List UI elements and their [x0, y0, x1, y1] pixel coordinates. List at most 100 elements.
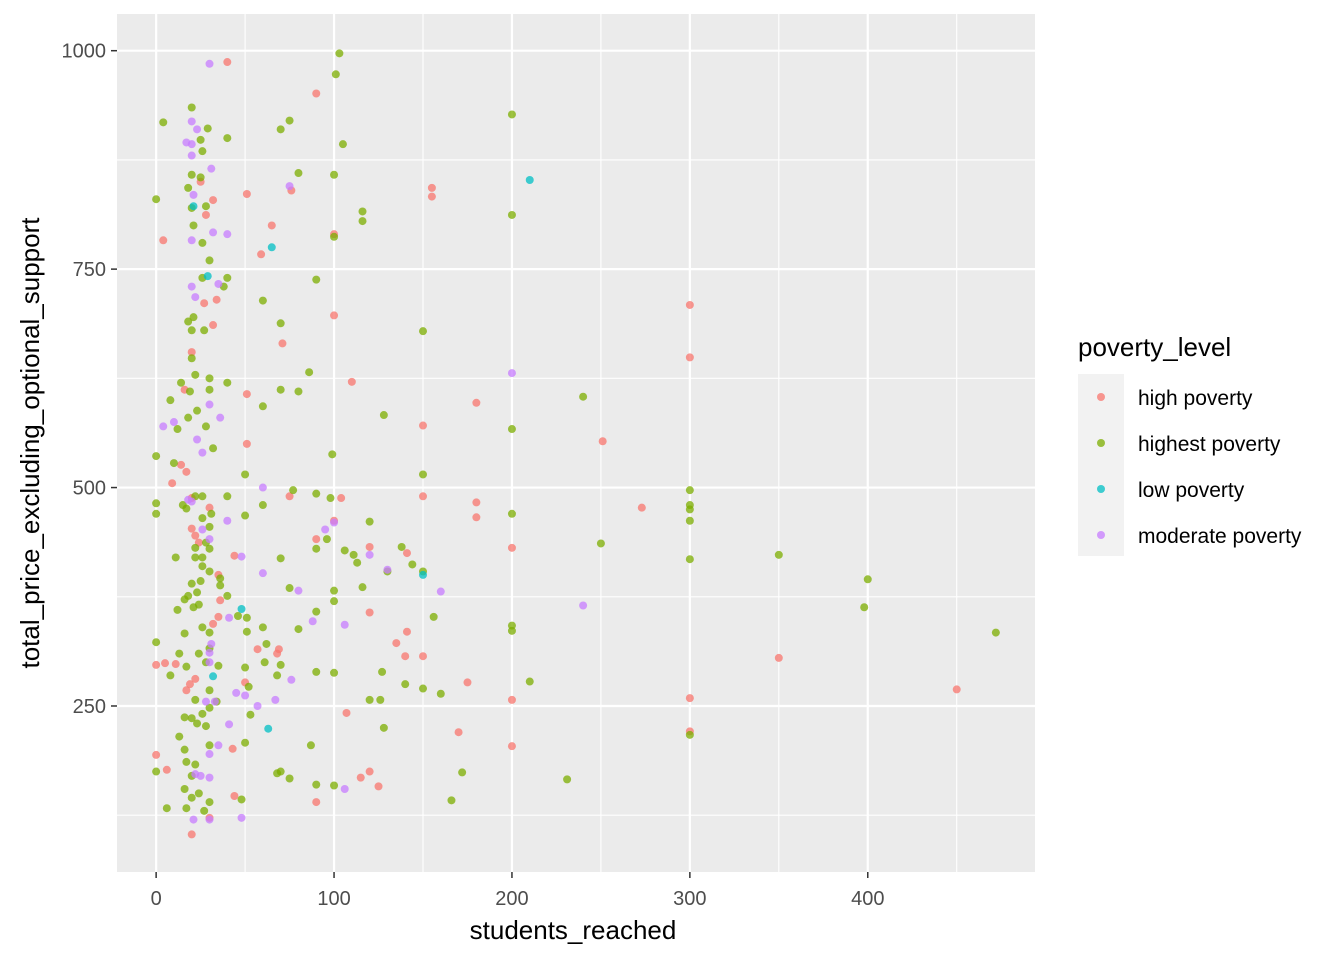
x-axis-title: students_reached [470, 915, 677, 945]
point-high-poverty [337, 494, 346, 503]
point-highest-poverty [193, 588, 202, 597]
point-highest-poverty [328, 450, 337, 459]
point-highest-poverty [187, 579, 196, 588]
point-high-poverty [209, 619, 218, 628]
point-highest-poverty [685, 730, 694, 739]
point-highest-poverty [860, 603, 869, 612]
point-highest-poverty [191, 760, 200, 769]
point-highest-poverty [205, 256, 214, 265]
point-highest-poverty [180, 629, 189, 638]
point-moderate-poverty [205, 648, 214, 657]
legend: poverty_level high poverty highest povert… [1078, 332, 1302, 556]
point-high-poverty [419, 492, 427, 501]
point-highest-poverty [258, 402, 267, 411]
point-highest-poverty [187, 793, 196, 802]
point-highest-poverty [189, 603, 198, 612]
point-high-poverty [507, 543, 516, 552]
point-highest-poverty [507, 626, 516, 635]
point-high-poverty [427, 192, 436, 201]
point-high-poverty [402, 627, 411, 636]
point-high-poverty [507, 742, 516, 751]
point-highest-poverty [285, 584, 294, 593]
point-highest-poverty [175, 732, 184, 741]
point-highest-poverty [203, 124, 212, 133]
point-highest-poverty [189, 221, 198, 230]
point-moderate-poverty [207, 639, 216, 648]
point-high-poverty [214, 612, 223, 621]
point-highest-poverty [685, 505, 694, 514]
point-highest-poverty [200, 326, 209, 335]
point-highest-poverty [241, 511, 250, 520]
point-moderate-poverty [196, 771, 205, 780]
point-high-poverty [230, 551, 239, 560]
point-moderate-poverty [193, 125, 202, 134]
point-moderate-poverty [189, 815, 198, 824]
point-highest-poverty [205, 544, 214, 553]
point-highest-poverty [205, 374, 214, 383]
point-highest-poverty [182, 804, 191, 813]
point-highest-poverty [173, 425, 182, 434]
point-highest-poverty [353, 558, 362, 567]
point-highest-poverty [152, 499, 161, 508]
point-low-poverty [203, 272, 212, 281]
legend-key-high-poverty [1097, 393, 1105, 401]
point-highest-poverty [579, 392, 588, 401]
y-axis-title: total_price_excluding_optional_support [15, 217, 45, 669]
point-high-poverty [223, 58, 232, 67]
point-moderate-poverty [340, 784, 349, 793]
point-high-poverty [365, 767, 374, 776]
point-moderate-poverty [241, 691, 250, 700]
point-highest-poverty [330, 170, 339, 179]
point-low-poverty [525, 176, 534, 185]
point-highest-poverty [152, 509, 161, 518]
legend-key-low-poverty [1097, 485, 1105, 493]
point-highest-poverty [340, 546, 349, 555]
point-highest-poverty [223, 492, 232, 501]
point-highest-poverty [305, 368, 314, 377]
point-moderate-poverty [321, 525, 330, 534]
point-low-poverty [189, 202, 198, 211]
point-highest-poverty [276, 660, 285, 669]
point-moderate-poverty [308, 617, 317, 626]
legend-label: high poverty [1138, 387, 1253, 410]
point-highest-poverty [205, 522, 214, 531]
point-moderate-poverty [237, 813, 246, 822]
point-low-poverty [237, 605, 246, 614]
legend-key-background [1078, 374, 1124, 556]
point-highest-poverty [205, 703, 214, 712]
point-moderate-poverty [225, 613, 234, 622]
point-moderate-poverty [205, 750, 214, 759]
x-tick-label: 300 [673, 888, 706, 910]
x-axis-ticks: 0 100 200 300 400 [151, 872, 884, 910]
point-highest-poverty [214, 661, 223, 670]
point-highest-poverty [205, 686, 214, 695]
point-highest-poverty [205, 628, 214, 637]
legend-label: highest poverty [1138, 433, 1281, 456]
point-moderate-poverty [253, 701, 262, 710]
point-moderate-poverty [365, 550, 374, 559]
point-high-poverty [230, 791, 239, 800]
point-highest-poverty [685, 516, 694, 525]
point-moderate-poverty [216, 413, 225, 422]
point-highest-poverty [196, 577, 205, 586]
point-highest-poverty [401, 680, 410, 689]
point-high-poverty [312, 798, 321, 807]
point-highest-poverty [330, 781, 339, 790]
point-high-poverty [185, 680, 194, 689]
point-high-poverty [187, 830, 196, 839]
point-high-poverty [312, 89, 321, 98]
point-high-poverty [342, 708, 351, 717]
point-highest-poverty [273, 671, 282, 680]
point-highest-poverty [365, 517, 374, 526]
point-highest-poverty [205, 567, 214, 576]
point-high-poverty [637, 503, 646, 512]
point-moderate-poverty [182, 138, 191, 147]
point-highest-poverty [187, 103, 196, 112]
point-high-poverty [242, 189, 251, 198]
y-tick-label: 750 [73, 259, 106, 281]
point-highest-poverty [312, 544, 321, 553]
point-moderate-poverty [223, 230, 232, 239]
point-highest-poverty [312, 607, 321, 616]
point-highest-poverty [196, 135, 205, 144]
